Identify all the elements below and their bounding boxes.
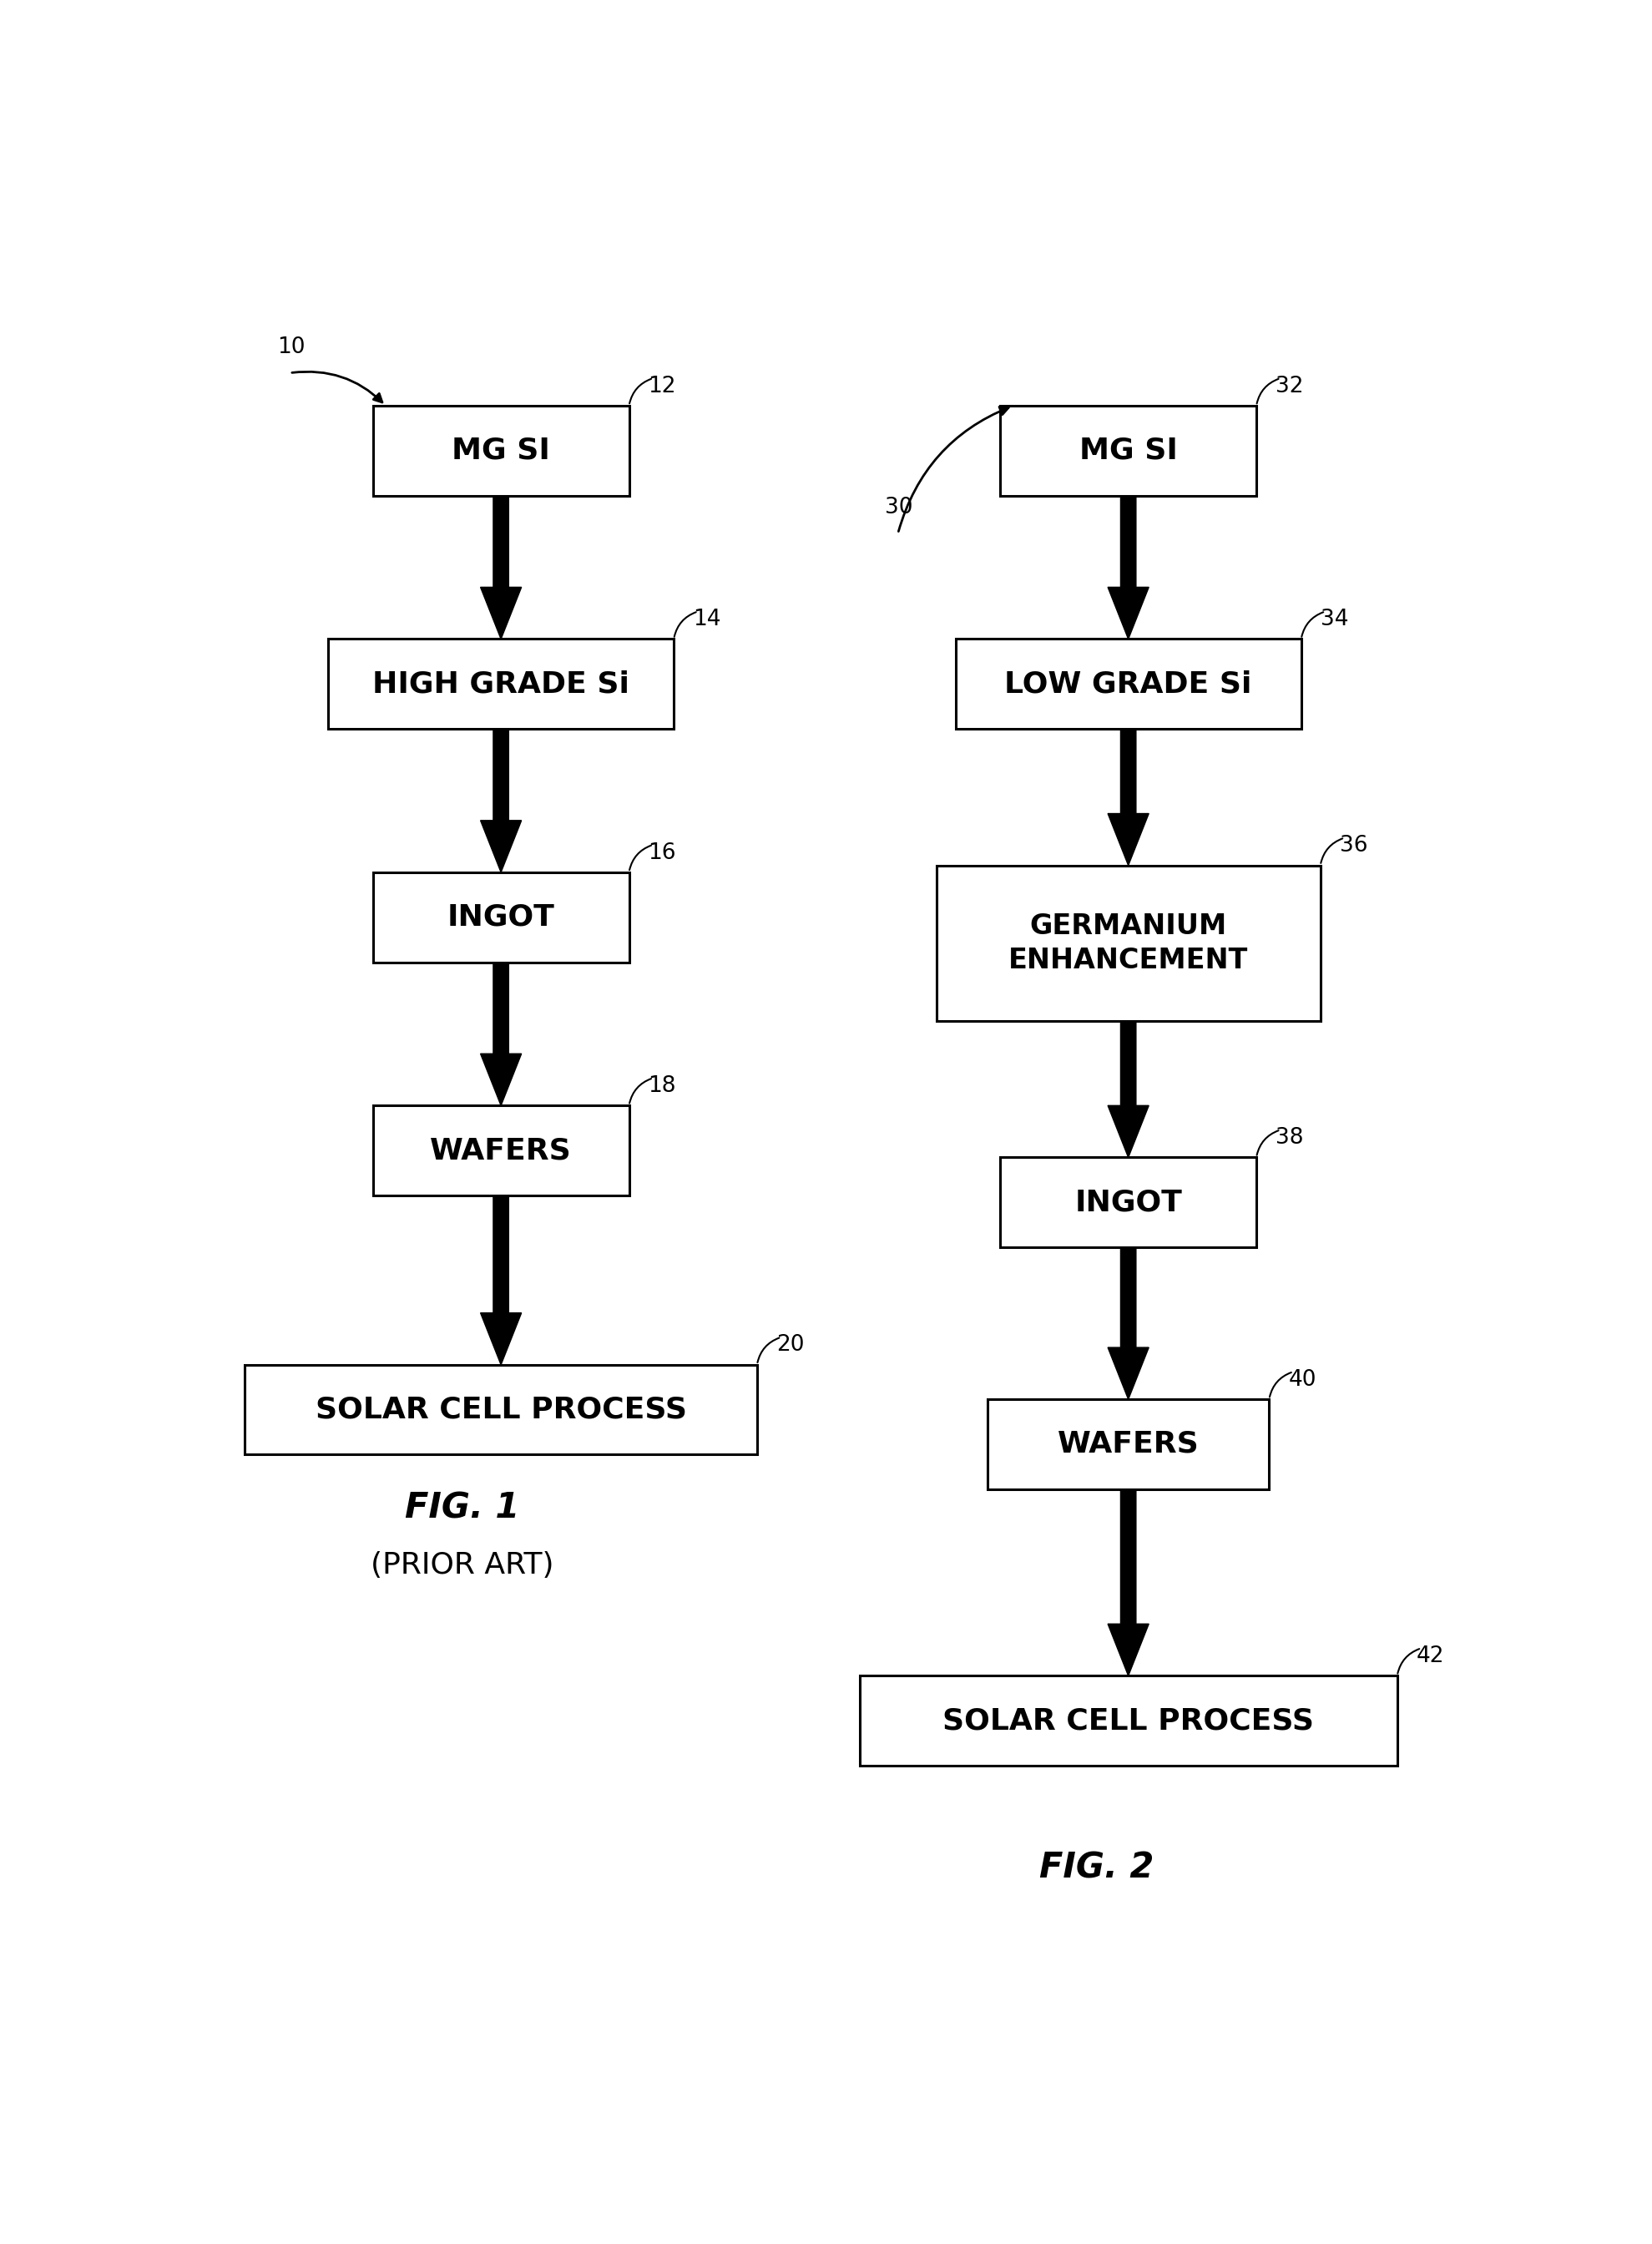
Text: 14: 14 [694,608,720,631]
Polygon shape [1108,496,1148,640]
Bar [955,640,1302,729]
Text: MG SI: MG SI [1079,438,1178,465]
Polygon shape [481,1196,522,1364]
Bar [937,866,1320,1021]
Bar [1001,406,1257,496]
Text: MG SI: MG SI [451,438,550,465]
Bar [988,1400,1269,1490]
Text: INGOT: INGOT [1074,1187,1183,1216]
Text: 30: 30 [885,496,914,518]
Text: (PRIOR ART): (PRIOR ART) [372,1551,553,1580]
Bar [373,406,629,496]
Bar [373,1106,629,1196]
Polygon shape [1108,729,1148,866]
Polygon shape [1108,1248,1148,1400]
Text: LOW GRADE Si: LOW GRADE Si [1004,669,1252,698]
Text: FIG. 1: FIG. 1 [405,1490,520,1526]
Text: INGOT: INGOT [448,902,555,931]
Text: 40: 40 [1289,1369,1317,1391]
Text: 18: 18 [648,1075,676,1097]
Bar [1001,1158,1257,1248]
Bar [373,873,629,963]
Text: WAFERS: WAFERS [430,1135,572,1165]
Text: 36: 36 [1340,835,1368,857]
Bar [329,640,674,729]
Text: 12: 12 [648,375,676,397]
Text: WAFERS: WAFERS [1057,1429,1199,1459]
Bar [859,1676,1398,1766]
Text: FIG. 2: FIG. 2 [1039,1849,1153,1885]
Polygon shape [1108,1490,1148,1676]
Text: HIGH GRADE Si: HIGH GRADE Si [372,669,629,698]
Text: 42: 42 [1416,1645,1444,1667]
Text: 38: 38 [1275,1126,1303,1149]
Polygon shape [481,963,522,1106]
Text: 10: 10 [278,337,306,357]
Text: 16: 16 [648,842,676,864]
Text: 20: 20 [776,1335,805,1355]
Text: SOLAR CELL PROCESS: SOLAR CELL PROCESS [943,1705,1313,1735]
Polygon shape [481,729,522,873]
Polygon shape [1108,1021,1148,1158]
Bar [244,1364,757,1454]
Text: 32: 32 [1275,375,1303,397]
Text: 34: 34 [1320,608,1348,631]
Polygon shape [481,496,522,640]
Text: GERMANIUM
ENHANCEMENT: GERMANIUM ENHANCEMENT [1008,913,1249,974]
Text: SOLAR CELL PROCESS: SOLAR CELL PROCESS [316,1396,687,1425]
